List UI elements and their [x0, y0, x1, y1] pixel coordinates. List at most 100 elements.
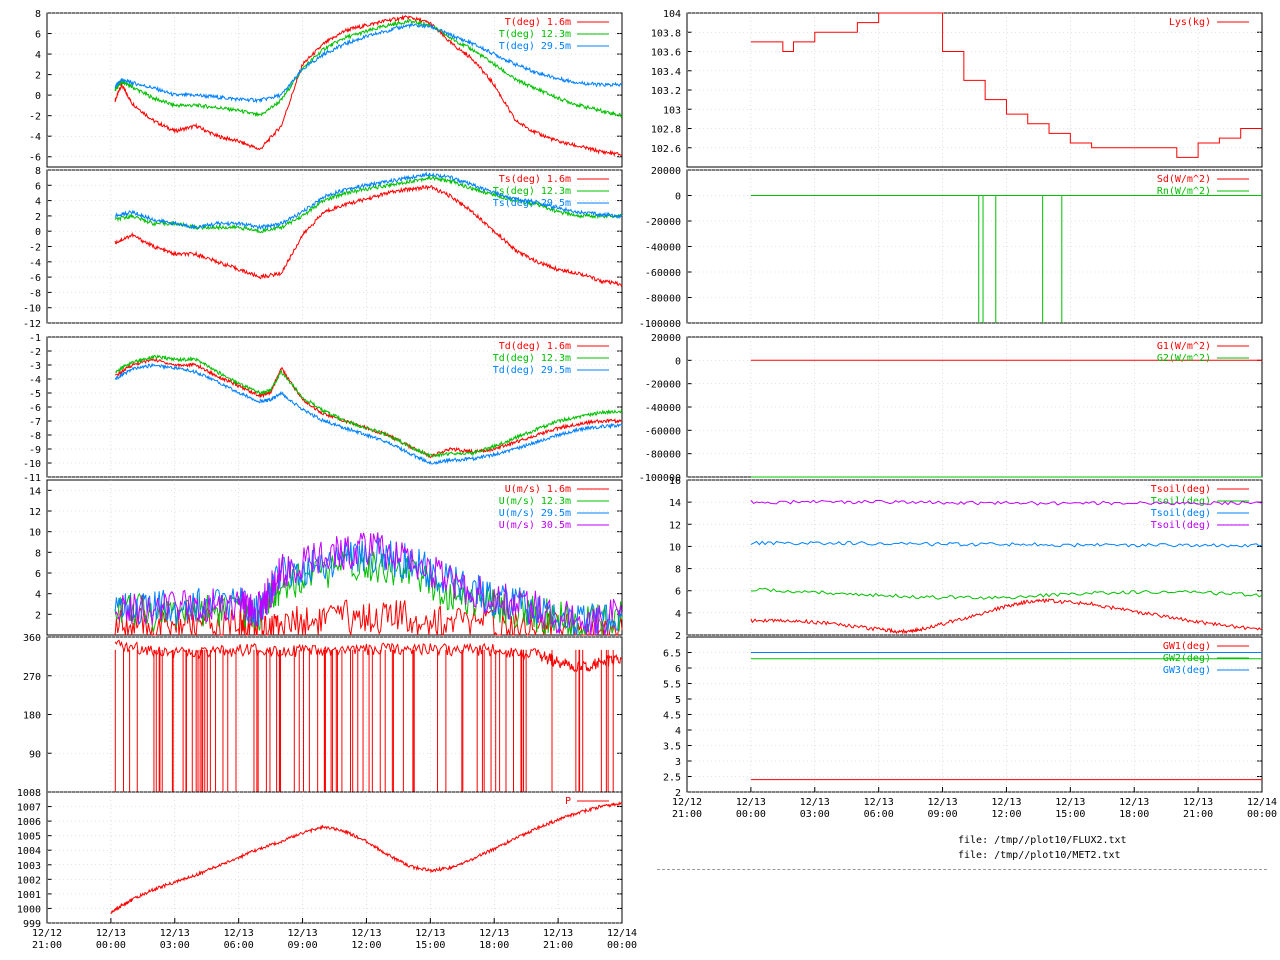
xtick-date-0-9: 12/14: [607, 928, 637, 939]
ytick-label-P: 1001: [17, 890, 41, 901]
ytick-label-Ts: -6: [29, 273, 41, 284]
legend-label-T-2: T(deg) 29.5m: [499, 41, 571, 52]
ytick-label-U: 4: [35, 590, 41, 601]
ytick-label-Lys: 103.2: [651, 86, 681, 97]
legend-label-GW-0: GW1(deg): [1163, 641, 1211, 652]
series-line-T-0: [114, 14, 623, 158]
ytick-label-Ts: -4: [29, 258, 41, 269]
file-label-met: file: /tmp//plot10/MET2.txt: [958, 850, 1121, 861]
legend-label-GW-2: GW3(deg): [1163, 665, 1211, 676]
ytick-label-Td: -5: [29, 389, 41, 400]
ytick-label-Ts: -2: [29, 243, 41, 254]
ytick-label-Lys: 104: [663, 9, 681, 20]
ytick-label-U: 10: [29, 528, 41, 539]
legend-label-Sd-0: Sd(W/m^2): [1157, 174, 1211, 185]
ytick-label-GW: 5.5: [663, 680, 681, 691]
xtick-time-1-4: 09:00: [928, 809, 958, 820]
panel-frame-P: [46, 791, 623, 924]
xtick-time-0-8: 21:00: [543, 940, 573, 951]
ytick-label-Tsoil: 10: [669, 542, 681, 553]
xtick-date-1-8: 12/13: [1183, 797, 1213, 808]
xtick-time-0-9: 00:00: [607, 940, 637, 951]
legend-label-GW-1: GW2(deg): [1163, 653, 1211, 664]
ytick-label-Tsoil: 14: [669, 498, 681, 509]
legend-label-T-1: T(deg) 12.3m: [499, 29, 571, 40]
xtick-date-0-6: 12/13: [415, 928, 445, 939]
panel-frame-Tsoil: [686, 479, 1263, 636]
ytick-label-P: 1000: [17, 904, 41, 915]
ytick-label-U: 2: [35, 610, 41, 621]
legend-label-G-0: G1(W/m^2): [1157, 341, 1211, 352]
legend-label-Td-2: Td(deg) 29.5m: [493, 365, 571, 376]
ytick-label-Td: -6: [29, 403, 41, 414]
ytick-label-Ts: -8: [29, 288, 41, 299]
ytick-label-T: -6: [29, 153, 41, 164]
file-label-flux: file: /tmp//plot10/FLUX2.txt: [958, 835, 1127, 846]
xtick-time-1-3: 06:00: [864, 809, 894, 820]
ytick-label-P: 1006: [17, 817, 41, 828]
panel-frame-T: [46, 12, 623, 168]
xtick-time-0-5: 12:00: [351, 940, 381, 951]
xtick-date-0-1: 12/13: [96, 928, 126, 939]
ytick-label-Sd: -60000: [645, 268, 681, 279]
xtick-time-1-9: 00:00: [1247, 809, 1277, 820]
series-line-Tsoil-1: [750, 587, 1263, 600]
ytick-label-Tsoil: 8: [675, 565, 681, 576]
ytick-label-Ts: 8: [35, 166, 41, 177]
ytick-label-Sd: 0: [675, 192, 681, 203]
legend-label-U-3: U(m/s) 30.5m: [499, 520, 571, 531]
xtick-date-1-9: 12/14: [1247, 797, 1277, 808]
xtick-date-1-7: 12/13: [1119, 797, 1149, 808]
ytick-label-P: 999: [23, 919, 41, 930]
legend-label-Ts-1: Ts(deg) 12.3m: [493, 186, 571, 197]
ytick-label-Td: -4: [29, 375, 41, 386]
ytick-label-Ts: 4: [35, 197, 41, 208]
ytick-label-Td: -1: [29, 333, 41, 344]
ytick-label-T: 6: [35, 30, 41, 41]
xtick-time-1-1: 00:00: [736, 809, 766, 820]
series-line-T-2: [114, 22, 623, 104]
ytick-label-Ts: 0: [35, 227, 41, 238]
ytick-label-U: 6: [35, 569, 41, 580]
ytick-label-Dir: 360: [23, 633, 41, 644]
file-labels: file: /tmp//plot10/FLUX2.txt file: /tmp/…: [958, 833, 1127, 863]
ytick-label-Ts: -12: [23, 319, 41, 330]
xtick-time-0-4: 09:00: [288, 940, 318, 951]
ytick-label-Sd: -40000: [645, 243, 681, 254]
xtick-date-0-5: 12/13: [351, 928, 381, 939]
ytick-label-GW: 6.5: [663, 649, 681, 660]
ytick-label-GW: 3: [675, 757, 681, 768]
ytick-label-T: 4: [35, 50, 41, 61]
xtick-date-1-4: 12/13: [928, 797, 958, 808]
xtick-time-0-2: 03:00: [160, 940, 190, 951]
xtick-date-1-3: 12/13: [864, 797, 894, 808]
legend-label-Ts-2: Ts(deg) 29.5m: [493, 198, 571, 209]
ytick-label-Lys: 103.8: [651, 28, 681, 39]
series-line-U-0: [114, 599, 623, 637]
ytick-label-T: 0: [35, 91, 41, 102]
ytick-label-Sd: -20000: [645, 217, 681, 228]
ytick-label-Tsoil: 12: [669, 520, 681, 531]
xtick-date-1-6: 12/13: [1055, 797, 1085, 808]
ytick-label-G: -100000: [639, 473, 681, 484]
xtick-date-1-1: 12/13: [736, 797, 766, 808]
ytick-label-Ts: 2: [35, 212, 41, 223]
ytick-label-G: -40000: [645, 403, 681, 414]
ytick-label-Lys: 103.6: [651, 48, 681, 59]
series-line-T-1: [114, 18, 623, 119]
ytick-label-U: 14: [29, 486, 41, 497]
ytick-label-U: 8: [35, 548, 41, 559]
legend-label-Tsoil-1: Tsoil(deg): [1151, 496, 1211, 507]
series-line-P-0: [110, 801, 623, 915]
ytick-label-Tsoil: 4: [675, 609, 681, 620]
xtick-time-0-6: 15:00: [415, 940, 445, 951]
xtick-time-1-7: 18:00: [1119, 809, 1149, 820]
xtick-date-1-2: 12/13: [800, 797, 830, 808]
ytick-label-G: 20000: [651, 333, 681, 344]
xtick-time-1-5: 12:00: [991, 809, 1021, 820]
xtick-time-1-0: 21:00: [672, 809, 702, 820]
legend-label-Lys-0: Lys(kg): [1169, 17, 1211, 28]
ytick-label-U: 12: [29, 507, 41, 518]
xtick-time-0-7: 18:00: [479, 940, 509, 951]
ytick-label-G: -80000: [645, 450, 681, 461]
